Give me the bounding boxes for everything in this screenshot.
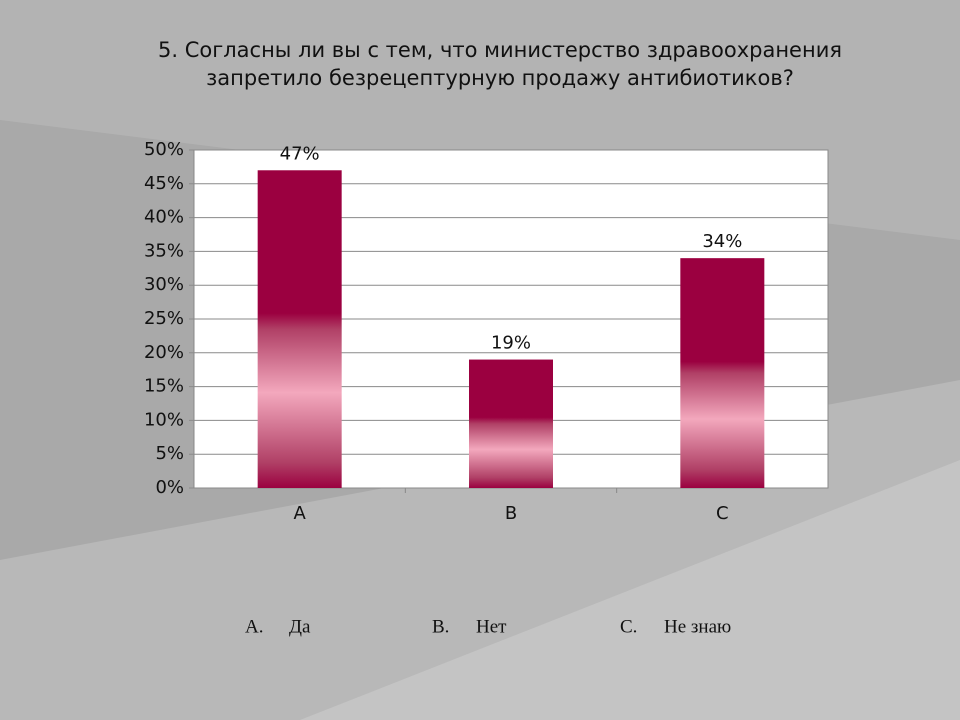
y-tick-label: 0%: [155, 477, 184, 498]
answer-text: Нет: [476, 616, 507, 637]
answer-letter: B.: [432, 616, 449, 637]
y-tick-label: 10%: [144, 409, 184, 430]
x-tick-label: B: [505, 503, 517, 524]
value-label: 19%: [491, 333, 531, 354]
y-tick-label: 35%: [144, 240, 184, 261]
y-tick-label: 25%: [144, 308, 184, 329]
y-tick-label: 40%: [144, 207, 184, 228]
y-tick-label: 50%: [144, 139, 184, 160]
y-tick-label: 30%: [144, 274, 184, 295]
answer-letter: C.: [620, 616, 637, 637]
value-label: 47%: [280, 143, 320, 164]
answer-text: Не знаю: [664, 616, 731, 637]
y-tick-label: 15%: [144, 376, 184, 397]
answer-text: Да: [289, 616, 311, 637]
value-label: 34%: [702, 231, 742, 252]
y-tick-label: 20%: [144, 342, 184, 363]
y-tick-label: 45%: [144, 173, 184, 194]
x-tick-label: A: [294, 503, 307, 524]
y-tick-label: 5%: [155, 443, 184, 464]
bar: [469, 359, 553, 488]
answer-letter: A.: [245, 616, 263, 637]
bar: [680, 258, 765, 488]
title: 5. Согласны ли вы с тем, что министерств…: [157, 38, 842, 90]
x-tick-label: C: [716, 503, 729, 524]
bar: [257, 170, 342, 488]
